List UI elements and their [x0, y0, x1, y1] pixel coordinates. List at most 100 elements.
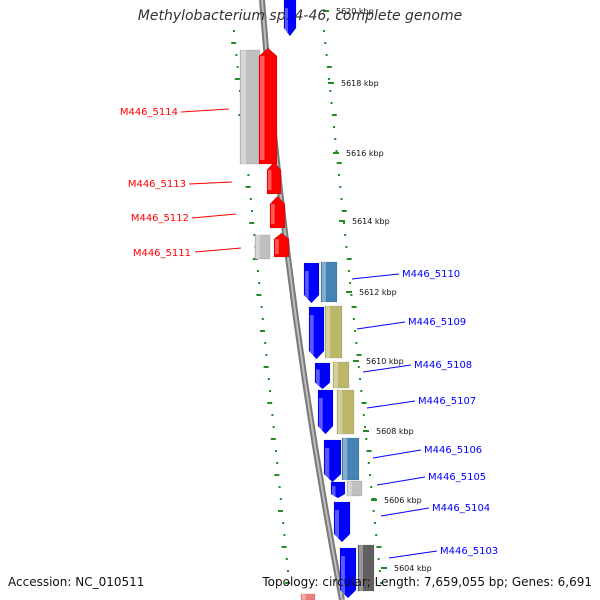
- gene-arrow-reverse-shine: [271, 204, 275, 224]
- gene-arrow-forward-shine: [319, 398, 323, 430]
- gc-tick: [336, 162, 342, 164]
- gc-tick: [355, 342, 358, 344]
- gc-tick: [249, 198, 252, 200]
- homolog-block: [341, 437, 360, 481]
- gc-skew-track-right: [323, 30, 383, 584]
- gc-tick: [337, 174, 340, 176]
- gc-tick: [269, 390, 271, 392]
- gene-arrow-forward-shine: [335, 510, 339, 538]
- gc-tick: [344, 234, 347, 236]
- homolog-block: [320, 261, 338, 303]
- gene-label-leader: [191, 213, 237, 219]
- gene-label[interactable]: M446_5107: [418, 396, 476, 407]
- scale-tick: [363, 430, 369, 432]
- gc-tick: [261, 318, 264, 320]
- map-title: Methylobacterium sp. 4-46, complete geno…: [137, 8, 463, 24]
- gene-arrow-forward: [330, 481, 346, 499]
- scale-label: 5614 kbp: [352, 217, 390, 226]
- scale-label: 5610 kbp: [366, 357, 404, 366]
- gc-tick: [264, 342, 267, 344]
- gc-tick: [247, 174, 250, 176]
- gc-tick: [359, 378, 362, 380]
- gene-arrow-reverse-shine: [275, 239, 279, 254]
- gene-arrow-forward-shine: [310, 315, 314, 355]
- gc-tick: [366, 450, 372, 452]
- gene-label-leader: [188, 181, 233, 185]
- gene-label[interactable]: M446_5105: [428, 472, 486, 483]
- gene-arrow-reverse: [273, 232, 290, 258]
- gc-tick: [323, 30, 326, 32]
- gene-label[interactable]: M446_5109: [408, 317, 466, 328]
- homolog-block-shine: [338, 390, 343, 434]
- gene-label[interactable]: M446_5110: [402, 269, 460, 280]
- scale-label: 5608 kbp: [376, 427, 414, 436]
- gc-tick: [340, 198, 343, 200]
- gc-tick: [368, 474, 371, 476]
- gc-tick: [370, 486, 373, 488]
- scale-labels: 5620 kbp 5618 kbp 5616 kbp 5614 kbp 5612 kbp…: [323, 7, 432, 573]
- gc-tick: [364, 426, 367, 428]
- gene-label[interactable]: M446_5114: [120, 107, 178, 118]
- gc-tick: [342, 222, 345, 224]
- homolog-block-shine: [322, 262, 326, 302]
- homolog-block: [336, 389, 355, 435]
- gc-tick: [283, 534, 286, 536]
- gc-tick: [346, 258, 352, 260]
- gene-arrow-reverse: [266, 161, 282, 195]
- gc-tick: [235, 54, 238, 56]
- gene-arrow-forward-shine: [332, 486, 336, 496]
- gc-tick: [367, 462, 370, 464]
- gc-tick: [282, 522, 285, 524]
- gene-blocks: [239, 0, 375, 600]
- gene-label-leader: [194, 247, 242, 253]
- gc-tick: [265, 354, 268, 356]
- scale-tick: [353, 360, 359, 362]
- gene-label[interactable]: M446_5112: [131, 213, 189, 224]
- homolog-block: [332, 361, 350, 389]
- homolog-block-shine: [334, 362, 338, 388]
- gene-label-leader: [356, 321, 406, 330]
- scale-label: 5612 kbp: [359, 288, 397, 297]
- gene-arrow-forward-shine: [285, 8, 288, 32]
- gc-tick: [276, 462, 279, 464]
- gene-label[interactable]: M446_5104: [432, 503, 490, 514]
- gene-label-leader: [180, 108, 230, 113]
- gc-tick: [234, 78, 240, 80]
- gene-label[interactable]: M446_5103: [440, 546, 498, 557]
- gene-label[interactable]: M446_5113: [128, 179, 186, 190]
- gene-arrow-forward-shine: [341, 556, 345, 594]
- gene-label[interactable]: M446_5108: [414, 360, 472, 371]
- gc-tick: [260, 330, 265, 332]
- gc-tick: [253, 234, 256, 236]
- gene-arrow-forward: [317, 389, 334, 435]
- gene-label-leader: [366, 400, 416, 409]
- gene-arrow-forward: [314, 362, 331, 390]
- scale-tick: [323, 10, 329, 12]
- gc-tick: [333, 126, 336, 128]
- gc-tick: [372, 510, 375, 512]
- scale-tick: [346, 291, 352, 293]
- gc-tick: [335, 150, 338, 152]
- gc-tick: [260, 306, 263, 308]
- gc-tick: [278, 486, 281, 488]
- gene-label[interactable]: M446_5106: [424, 445, 482, 456]
- gene-label-leader: [388, 550, 438, 559]
- gc-tick: [380, 582, 383, 584]
- gene-arrow-forward: [333, 501, 351, 543]
- gc-tick: [236, 66, 239, 68]
- gene-arrow-forward: [308, 306, 325, 360]
- gene-arrow-forward-shine: [305, 271, 309, 299]
- gene-label-leader: [372, 449, 422, 459]
- gene-label[interactable]: M446_5111: [133, 248, 191, 259]
- accession-text: Accession: NC_010511: [8, 575, 145, 589]
- gene-label-leader: [376, 476, 426, 486]
- gc-tick: [329, 90, 332, 92]
- gc-tick: [271, 414, 274, 416]
- gc-tick: [350, 294, 353, 296]
- scale-label: 5616 kbp: [346, 149, 384, 158]
- scale-tick: [328, 82, 334, 84]
- gc-tick: [347, 270, 350, 272]
- gc-tick: [251, 210, 253, 212]
